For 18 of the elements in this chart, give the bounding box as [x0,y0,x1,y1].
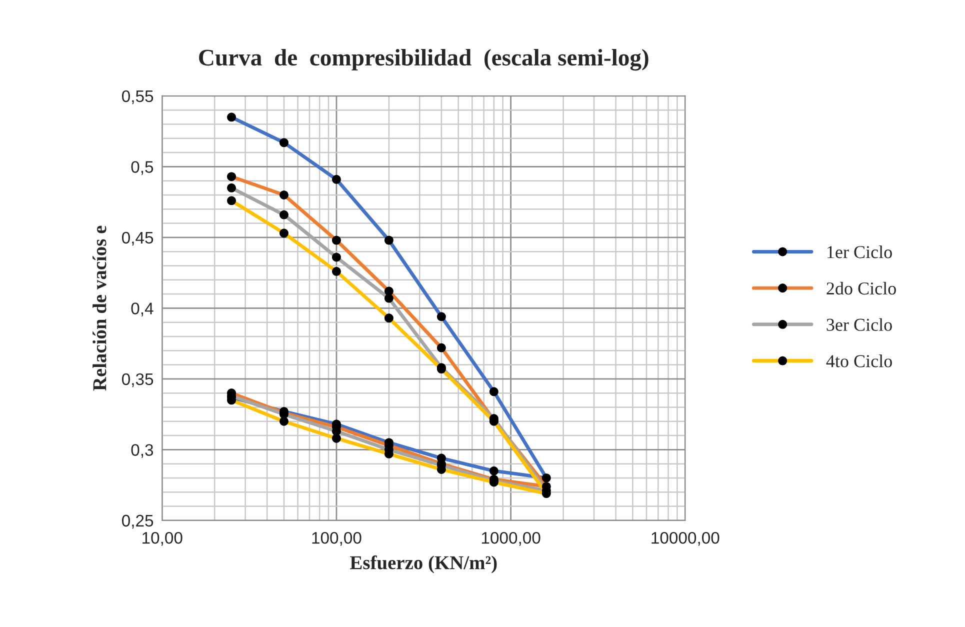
x-tick-label: 1000,00 [482,532,540,546]
legend-label: 4to Ciclo [826,354,892,368]
y-tick-label: 0,25 [122,514,154,529]
y-tick-label: 0,45 [122,232,154,246]
y-tick-label: 0,3 [131,444,154,458]
y-tick-label: 0,5 [131,161,154,175]
y-tick-label: 0,35 [122,373,154,388]
x-tick-label: 10,00 [142,532,182,546]
y-axis-title: Relación de vacíos e [92,226,106,391]
x-axis-title: Esfuerzo (KN/m²) [350,555,497,574]
chart-title: Curva de compresibilidad (escala semi-log) [199,48,648,71]
y-tick-label: 0,4 [131,302,154,316]
x-tick-label: 10000,00 [652,532,720,546]
x-tick-label: 100,00 [312,532,362,546]
y-tick-label: 0,55 [122,90,154,104]
legend-label: 1er Ciclo [828,246,892,258]
legend-label: 2do Ciclo [826,282,896,295]
legend-label: 3er Ciclo [826,318,892,331]
